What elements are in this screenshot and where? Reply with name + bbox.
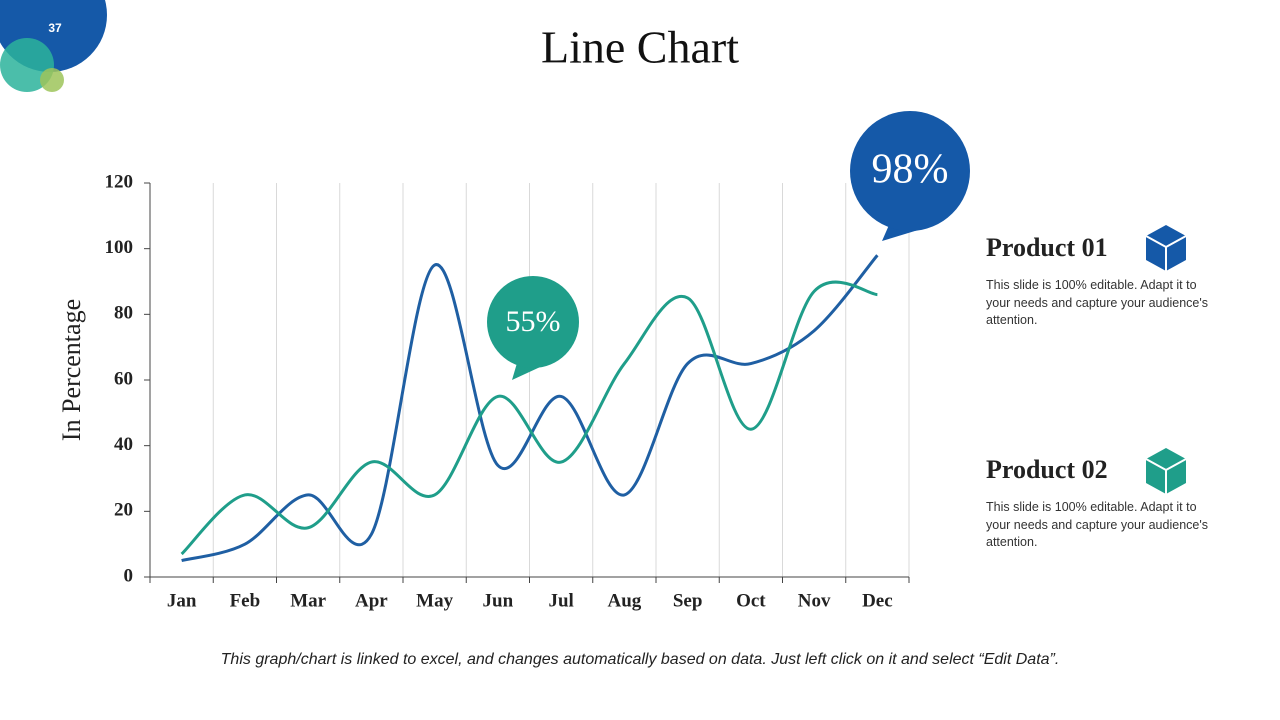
x-tick-label: Nov [798, 590, 831, 611]
y-axis-label: In Percentage [57, 299, 86, 441]
y-tick-label: 120 [105, 171, 134, 192]
slide-number: 37 [48, 21, 62, 35]
series-line [181, 254, 879, 563]
y-tick-label: 0 [124, 565, 134, 586]
x-tick-label: May [416, 590, 453, 611]
decor-circle [40, 68, 64, 92]
description: This slide is 100% editable. Adapt it to… [986, 500, 1208, 549]
x-tick-label: Dec [862, 590, 893, 611]
y-tick-label: 20 [114, 500, 133, 521]
legend-icons [1145, 225, 1187, 494]
y-tick-label: 80 [114, 303, 133, 324]
series-line [180, 280, 878, 556]
legend-title: Product 01 [986, 233, 1108, 262]
x-tick-label: Apr [355, 590, 388, 611]
x-tick-label: Sep [673, 590, 703, 611]
x-tick-label: Aug [607, 590, 641, 611]
callout-label: 98% [872, 147, 949, 193]
x-tick-label: Jan [167, 590, 197, 611]
description: This slide is 100% editable. Adapt it to… [986, 278, 1208, 327]
callout-bubble [850, 111, 970, 231]
legend-title: Product 02 [986, 455, 1108, 484]
callout-label: 55% [506, 305, 561, 338]
y-tick-label: 60 [114, 368, 133, 389]
x-tick-label: Feb [230, 590, 261, 611]
box-icon [1145, 448, 1187, 494]
x-tick-label: Mar [290, 590, 326, 611]
chart-title: Line Chart [541, 22, 739, 73]
y-tick-label: 40 [114, 434, 133, 455]
y-tick-label: 100 [105, 237, 134, 258]
box-icon [1145, 225, 1187, 271]
x-tick-label: Oct [736, 590, 766, 611]
x-tick-label: Jun [483, 590, 514, 611]
footnote: This graph/chart is linked to excel, and… [220, 651, 1060, 668]
x-tick-label: Jul [548, 590, 573, 611]
callout-bubble [487, 276, 579, 368]
